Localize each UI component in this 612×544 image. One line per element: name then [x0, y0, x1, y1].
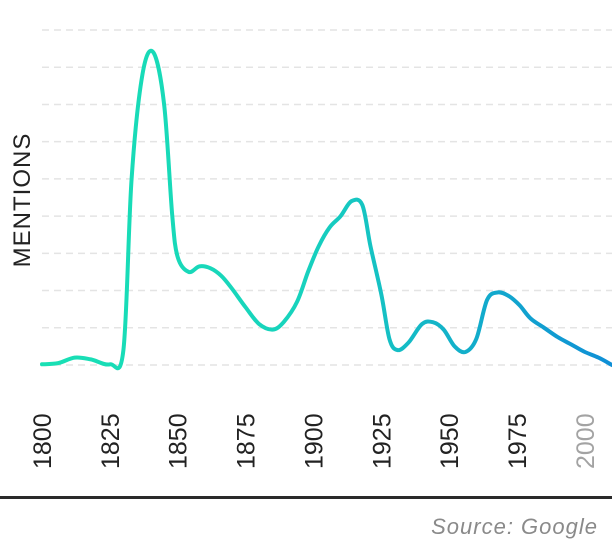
- source-note: Source: Google: [431, 514, 598, 539]
- x-tick-label: 2000: [572, 413, 600, 469]
- series-line: [40, 48, 612, 371]
- gridlines: [42, 29, 612, 366]
- x-tick-label: 1900: [300, 413, 328, 469]
- x-tick-label: 1800: [29, 413, 57, 469]
- x-tick-label: 1825: [97, 413, 125, 469]
- x-tick-label: 1975: [504, 413, 532, 469]
- y-axis-label: MENTIONS: [9, 133, 36, 268]
- x-tick-labels: 1800 1825 1850 1875 1900 1925 1950 1975 2000: [29, 413, 600, 469]
- x-tick-label: 1850: [165, 413, 193, 469]
- x-tick-label: 1875: [233, 413, 261, 469]
- x-tick-label: 1925: [368, 413, 396, 469]
- x-tick-label: 1950: [436, 413, 464, 469]
- bottom-rule: [0, 496, 612, 499]
